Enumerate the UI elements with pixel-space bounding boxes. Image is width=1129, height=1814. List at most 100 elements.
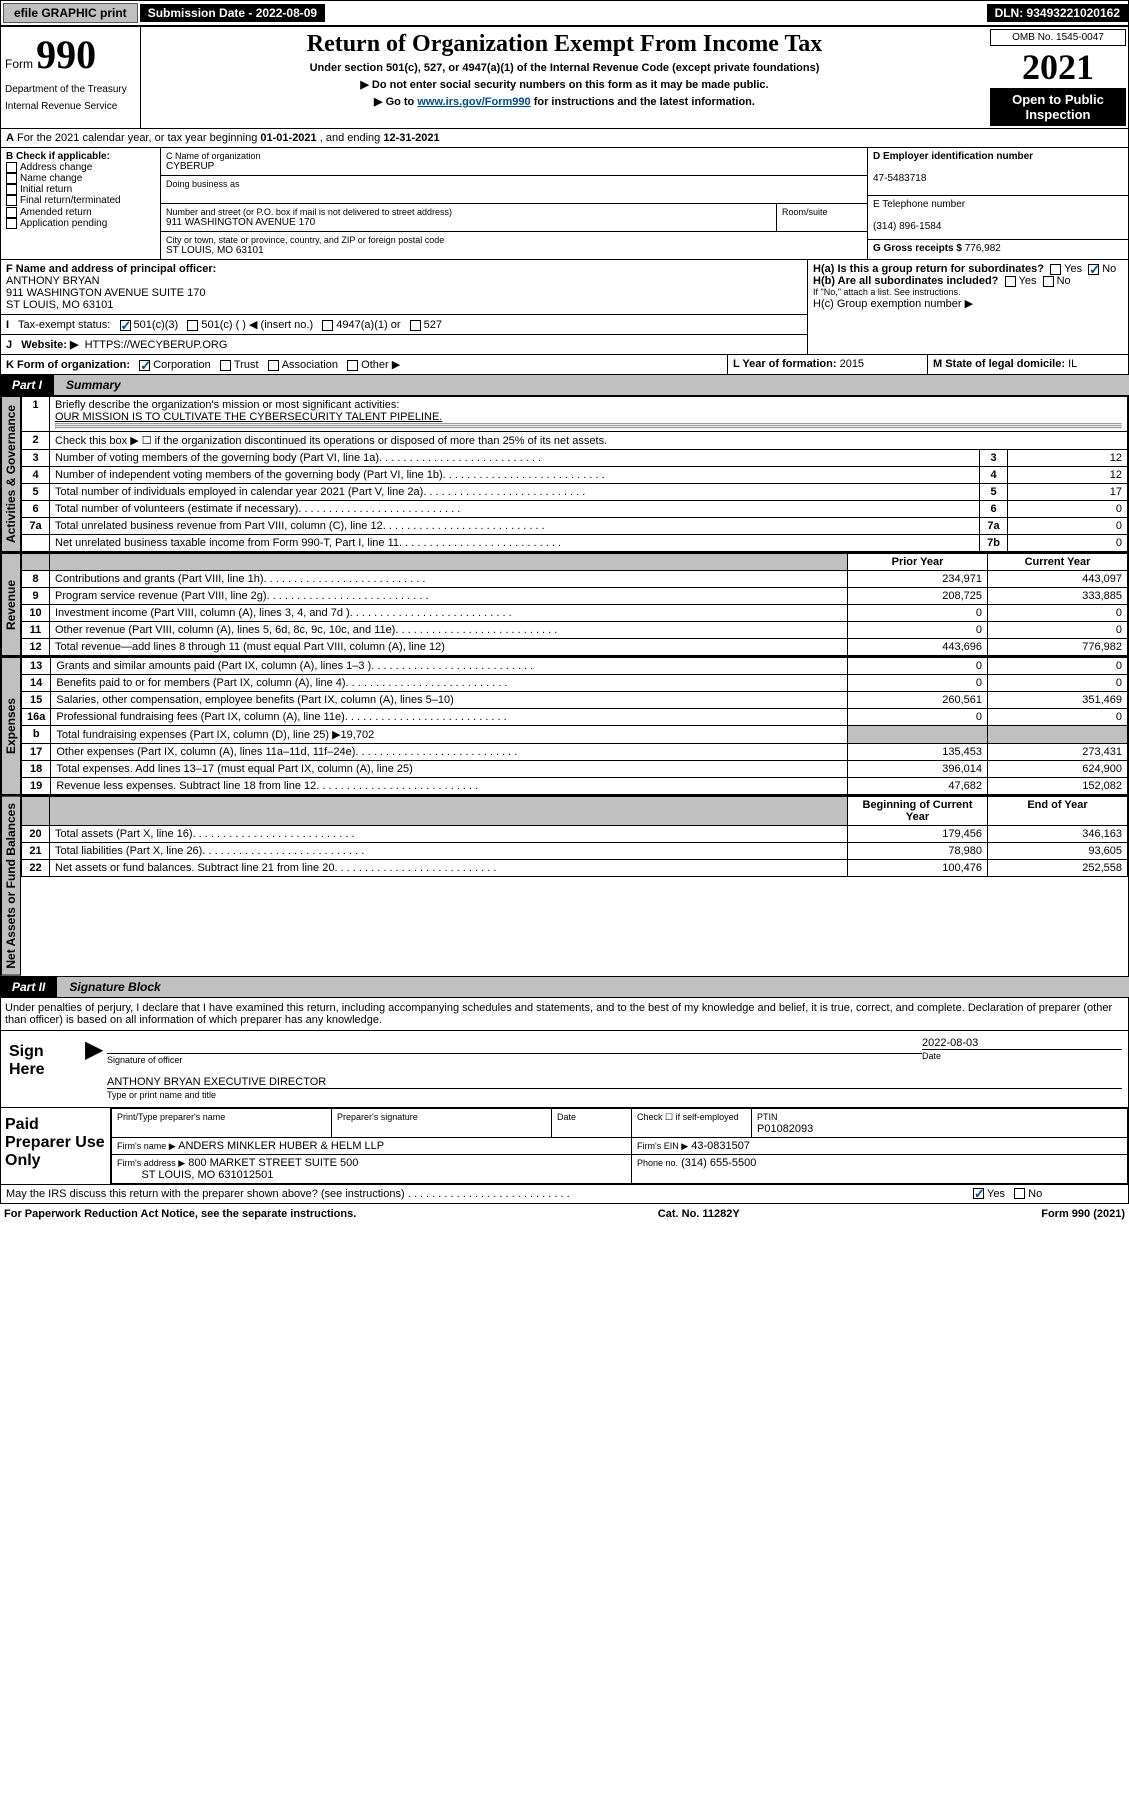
col-current-year: Current Year: [988, 554, 1128, 571]
tax-year-begin: 01-01-2021: [260, 132, 316, 144]
section-d-label: D Employer identification number: [873, 151, 1033, 162]
table-governance: 1 Briefly describe the organization's mi…: [21, 396, 1128, 552]
checkbox-discuss-yes[interactable]: [973, 1188, 984, 1199]
section-i-label: Tax-exempt status:: [18, 319, 110, 331]
tax-year: 2021: [990, 46, 1126, 88]
checkbox-initial-return[interactable]: [6, 184, 17, 195]
checkbox-trust[interactable]: [220, 360, 231, 371]
ha-yes: Yes: [1064, 263, 1082, 275]
section-j-label: Website: ▶: [21, 339, 78, 351]
irs-link[interactable]: www.irs.gov/Form990: [417, 96, 530, 108]
r22-d: Net assets or fund balances. Subtract li…: [55, 862, 334, 874]
opt-name-change: Name change: [20, 173, 82, 184]
row3-v: 12: [1008, 450, 1128, 467]
section-ha-label: H(a) Is this a group return for subordin…: [813, 263, 1044, 275]
part-ii-tab: Part II: [0, 977, 57, 997]
r22-p: 100,476: [848, 860, 988, 877]
row6-n: 6: [22, 501, 50, 518]
section-c-room-label: Room/suite: [782, 207, 862, 217]
r18-p: 396,014: [848, 761, 988, 778]
r18-d: Total expenses. Add lines 13–17 (must eq…: [56, 763, 412, 775]
checkbox-501c3[interactable]: [120, 320, 131, 331]
table-netassets: Beginning of Current YearEnd of Year 20T…: [21, 796, 1128, 877]
opt-501c3: 501(c)(3): [134, 319, 179, 331]
year-formation: 2015: [840, 358, 864, 370]
discuss-no: No: [1028, 1188, 1042, 1200]
r14-c: 0: [988, 675, 1128, 692]
irs-label: Internal Revenue Service: [5, 101, 136, 112]
officer-typed-name: ANTHONY BRYAN EXECUTIVE DIRECTOR: [107, 1076, 1122, 1088]
checkbox-final-return[interactable]: [6, 195, 17, 206]
r11-d: Other revenue (Part VIII, column (A), li…: [55, 624, 395, 636]
footer-right: Form 990 (2021): [1041, 1208, 1125, 1220]
note-link-prefix: ▶ Go to: [374, 96, 417, 108]
open-public-badge: Open to Public Inspection: [990, 88, 1126, 126]
checkbox-assoc[interactable]: [268, 360, 279, 371]
r14-n: 14: [22, 675, 51, 692]
r20-c: 346,163: [988, 826, 1128, 843]
footer-left: For Paperwork Reduction Act Notice, see …: [4, 1208, 356, 1220]
row7a-n: 7a: [22, 518, 50, 535]
ein-value: 47-5483718: [873, 173, 926, 184]
topbar: efile GRAPHIC print Submission Date - 20…: [0, 0, 1129, 26]
ptin-value: P01082093: [757, 1123, 813, 1135]
dln-label: DLN: 93493221020162: [987, 4, 1128, 22]
phone-value: (314) 896-1584: [873, 221, 941, 232]
r20-p: 179,456: [848, 826, 988, 843]
section-a-mid: , and ending: [320, 132, 384, 144]
opt-501c: 501(c) ( ) ◀ (insert no.): [201, 319, 313, 331]
row4-d: Number of independent voting members of …: [55, 469, 443, 481]
r10-n: 10: [22, 605, 50, 622]
sidebar-expenses: Expenses: [1, 657, 21, 795]
section-c-name-label: C Name of organization: [166, 151, 862, 161]
checkbox-4947[interactable]: [322, 320, 333, 331]
sidebar-governance: Activities & Governance: [1, 396, 21, 552]
row3-n: 3: [22, 450, 50, 467]
form-subtitle: Under section 501(c), 527, or 4947(a)(1)…: [145, 62, 984, 74]
firm-ein-label: Firm's EIN ▶: [637, 1141, 688, 1151]
checkbox-name-change[interactable]: [6, 173, 17, 184]
checkbox-hb-no[interactable]: [1043, 276, 1054, 287]
r12-d: Total revenue—add lines 8 through 11 (mu…: [55, 641, 445, 653]
table-revenue: Prior YearCurrent Year 8Contributions an…: [21, 553, 1128, 656]
r15-c: 351,469: [988, 692, 1128, 709]
section-l-label: L Year of formation:: [733, 358, 837, 370]
dept-treasury: Department of the Treasury: [5, 84, 136, 95]
section-f-label: F Name and address of principal officer:: [6, 263, 216, 275]
checkbox-other[interactable]: [347, 360, 358, 371]
efile-print-button[interactable]: efile GRAPHIC print: [3, 3, 138, 23]
r15-d: Salaries, other compensation, employee b…: [56, 694, 453, 706]
checkbox-hb-yes[interactable]: [1005, 276, 1016, 287]
paid-preparer-label: Paid Preparer Use Only: [1, 1108, 111, 1184]
tax-year-end: 12-31-2021: [383, 132, 439, 144]
checkbox-ha-yes[interactable]: [1050, 264, 1061, 275]
row6-v: 0: [1008, 501, 1128, 518]
r18-c: 624,900: [988, 761, 1128, 778]
r15-n: 15: [22, 692, 51, 709]
omb-number: OMB No. 1545-0047: [990, 29, 1126, 46]
row6-box: 6: [980, 501, 1008, 518]
checkbox-527[interactable]: [410, 320, 421, 331]
r12-c: 776,982: [988, 639, 1128, 656]
row6-d: Total number of volunteers (estimate if …: [55, 503, 298, 515]
col-bocy: Beginning of Current Year: [848, 797, 988, 826]
r16a-n: 16a: [22, 709, 51, 726]
r9-n: 9: [22, 588, 50, 605]
ptin-label: PTIN: [757, 1112, 778, 1122]
row5-d: Total number of individuals employed in …: [55, 486, 423, 498]
checkbox-discuss-no[interactable]: [1014, 1188, 1025, 1199]
row5-n: 5: [22, 484, 50, 501]
firm-addr1: 800 MARKET STREET SUITE 500: [188, 1157, 358, 1169]
checkbox-app-pending[interactable]: [6, 218, 17, 229]
firm-addr-label: Firm's address ▶: [117, 1158, 185, 1168]
col-preparer-sig: Preparer's signature: [337, 1112, 418, 1122]
firm-name: ANDERS MINKLER HUBER & HELM LLP: [178, 1140, 384, 1152]
opt-address-change: Address change: [20, 162, 92, 173]
checkbox-corp[interactable]: [139, 360, 150, 371]
checkbox-amended[interactable]: [6, 207, 17, 218]
checkbox-501c[interactable]: [187, 320, 198, 331]
r13-p: 0: [848, 658, 988, 675]
row7b-n: [22, 535, 50, 552]
checkbox-ha-no[interactable]: [1088, 264, 1099, 275]
checkbox-address-change[interactable]: [6, 162, 17, 173]
